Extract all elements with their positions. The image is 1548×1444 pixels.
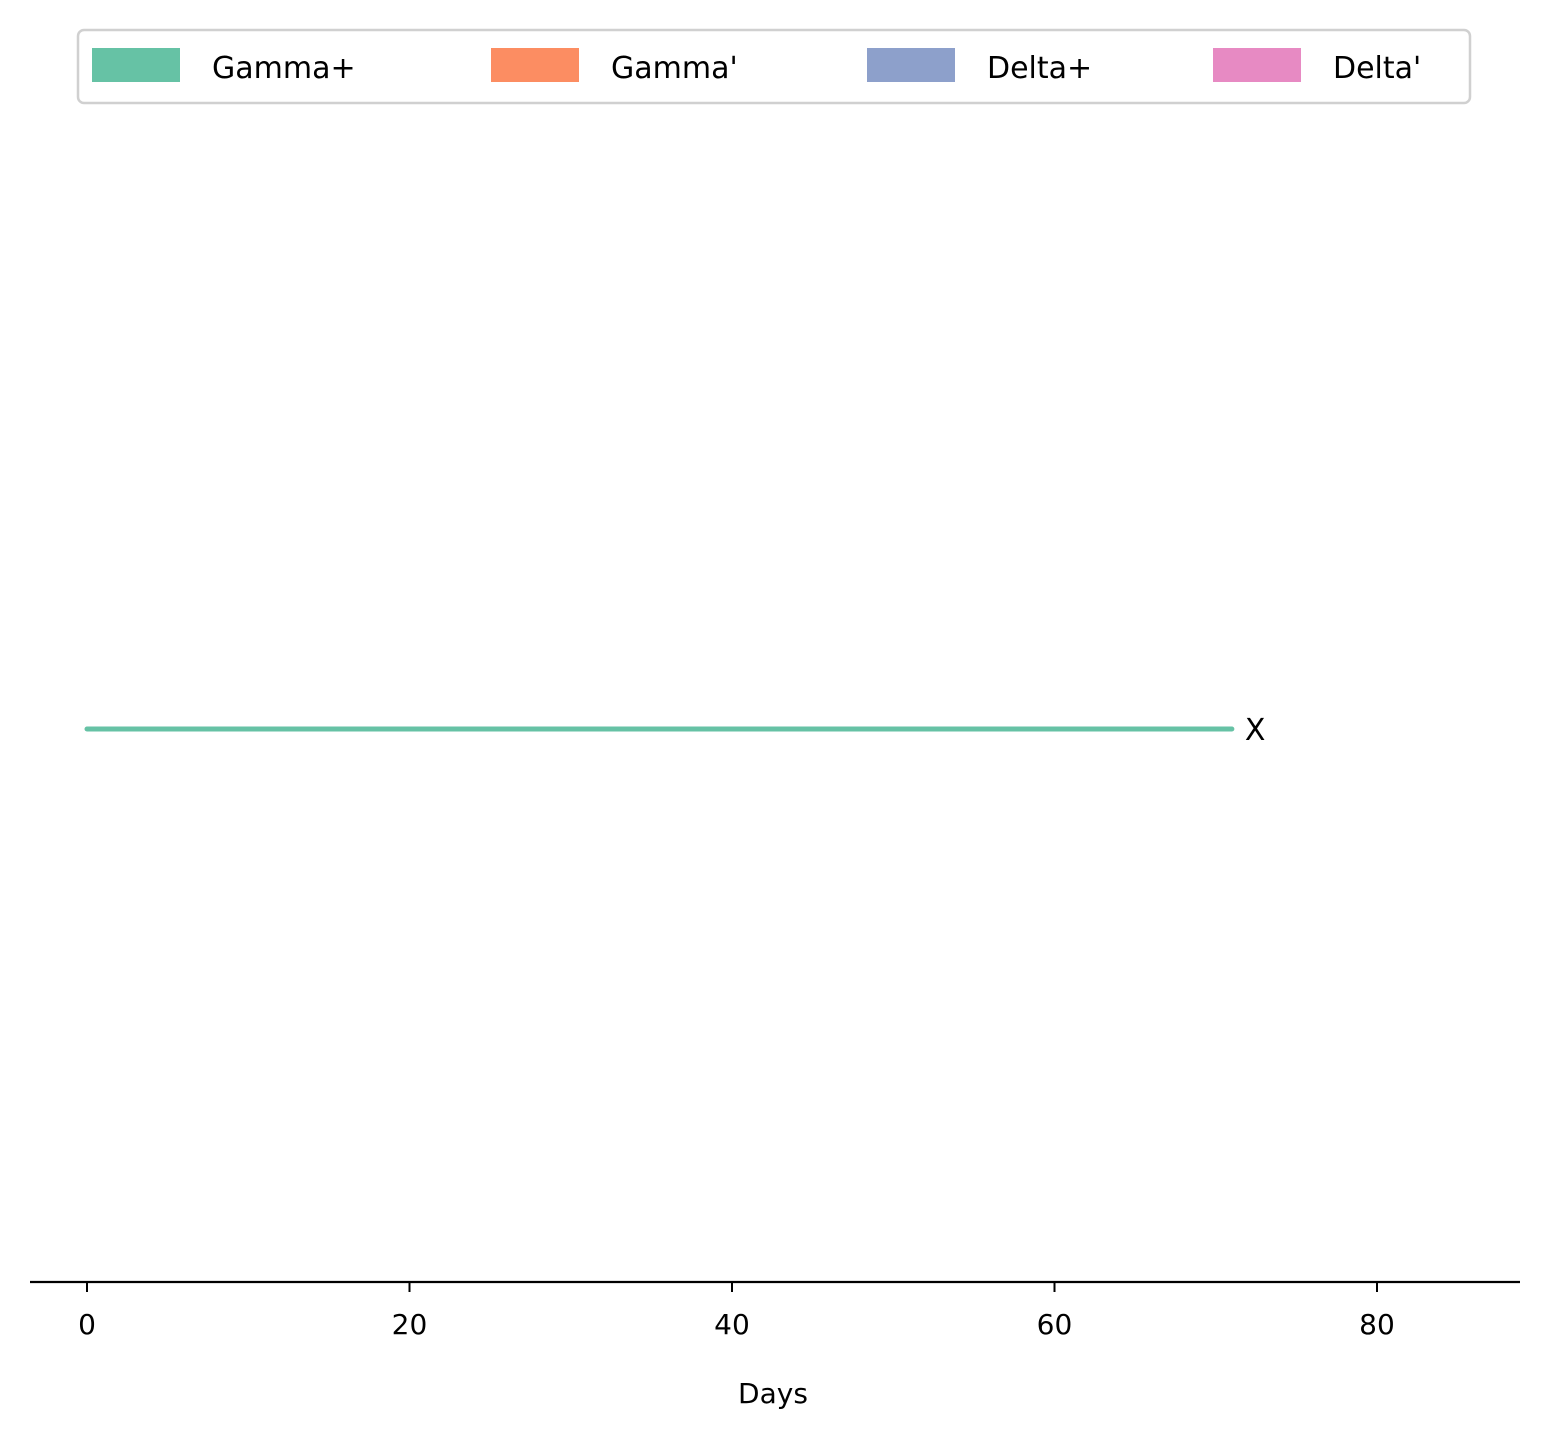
x-tick-label: 80 (1359, 1308, 1395, 1341)
legend-label: Gamma' (611, 51, 738, 86)
x-tick-label: 20 (392, 1308, 428, 1341)
legend-swatch (491, 48, 579, 82)
legend-label: Gamma+ (212, 51, 356, 86)
x-tick-label: 40 (714, 1308, 750, 1341)
end-marker-label: X (1245, 713, 1266, 748)
legend-label: Delta' (1333, 51, 1421, 86)
legend-label: Delta+ (987, 51, 1092, 86)
x-tick-label: 60 (1037, 1308, 1073, 1341)
legend-item-gamma-prime: Gamma' (491, 48, 738, 86)
legend-swatch (92, 48, 180, 82)
x-axis: 0 20 40 60 80 (30, 1280, 1520, 1341)
x-tick-label: 0 (78, 1308, 96, 1341)
legend-item-delta-prime: Delta' (1213, 48, 1421, 86)
legend-swatch (867, 48, 955, 82)
plot-area: X (84, 713, 1266, 748)
legend-frame (76, 28, 1472, 105)
legend-item-delta-plus: Delta+ (867, 48, 1092, 86)
legend-item-gamma-plus: Gamma+ (92, 48, 356, 86)
x-axis-label: Days (738, 1377, 808, 1410)
legend: Gamma+ Gamma' Delta+ Delta' (76, 28, 1472, 105)
legend-swatch (1213, 48, 1301, 82)
